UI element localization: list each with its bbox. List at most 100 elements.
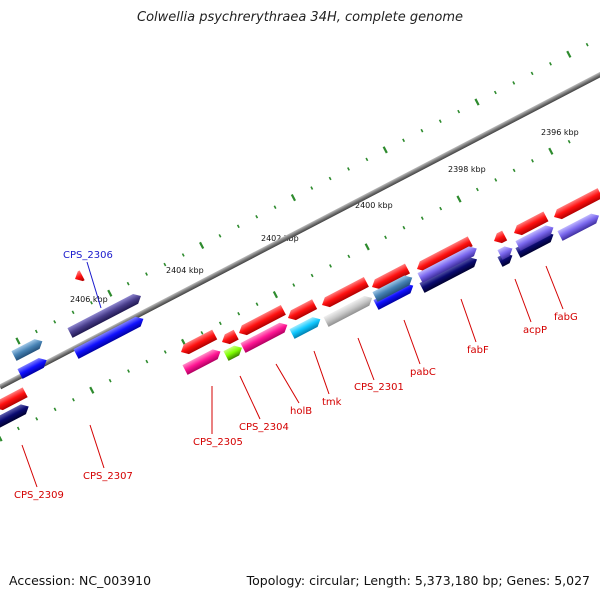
inner-scale-tick — [163, 350, 167, 354]
gene-cps-2306-c — [67, 293, 141, 338]
gene-fabg-a — [554, 188, 600, 220]
gene-cps-2309-a — [0, 387, 28, 411]
outer-scale-tick — [585, 42, 589, 47]
outer-scale-tick — [126, 281, 130, 286]
leader-fabf — [460, 298, 477, 343]
inner-scale-tick — [567, 139, 571, 144]
outer-scale-tick — [549, 62, 552, 66]
outer-scale-tick — [457, 109, 461, 114]
outer-scale-tick — [530, 71, 534, 76]
outer-scale-tick — [365, 157, 369, 162]
outer-scale-tick — [15, 337, 21, 345]
inner-scale-tick — [439, 206, 443, 211]
scale-ticks — [0, 42, 589, 442]
leader-acpp — [514, 278, 532, 323]
outer-scale-tick — [328, 176, 332, 181]
inner-scale-tick — [531, 159, 534, 163]
gene-pabc-c — [372, 275, 413, 302]
gene-cps-2307-a — [75, 270, 85, 282]
inner-scale-tick — [512, 168, 516, 173]
map-title: Colwellia psychrerythraea 34H, complete … — [137, 10, 463, 25]
outer-scale-tick — [273, 205, 277, 209]
inner-scale-tick — [255, 302, 259, 306]
gene-label-fabg: fabG — [554, 312, 578, 323]
gene-acpp-c — [497, 246, 513, 260]
gene-label-pabc: pabC — [410, 367, 436, 378]
inner-scale-tick — [364, 243, 370, 251]
gene-label-cps-2301: CPS_2301 — [354, 382, 404, 393]
outer-scale-tick — [34, 329, 38, 334]
gene-cps-2301-b — [323, 295, 373, 327]
leader-pabc — [403, 319, 421, 365]
outer-scale-tick — [512, 81, 516, 85]
gene-acpp-a — [514, 211, 549, 236]
outer-scale-tick — [145, 272, 148, 276]
outer-scale-tick — [181, 253, 185, 257]
gene-holb-a — [288, 299, 318, 321]
scale-label: 2402 kbp — [261, 234, 299, 243]
gene-label-acpp: acpP — [523, 325, 547, 336]
gene-label-cps-2305: CPS_2305 — [193, 437, 243, 448]
gene-fabg-d — [515, 225, 554, 251]
leader-cps-2304 — [239, 375, 261, 420]
gene-fabf-a — [494, 230, 508, 244]
gene-cps-2304-b — [239, 305, 286, 336]
gene-label-cps-2304: CPS_2304 — [239, 422, 289, 433]
gene-cps-2305-a — [181, 329, 218, 355]
outer-scale-tick — [218, 234, 222, 238]
gene-label-tmk: tmk — [322, 397, 342, 408]
outer-scale-tick — [566, 50, 572, 58]
gene-fabf-c — [417, 246, 477, 283]
outer-scale-tick — [347, 167, 350, 171]
gene-features — [0, 188, 600, 429]
scale-label: 2398 kbp — [448, 165, 486, 174]
gene-label-holb: holB — [290, 406, 312, 417]
inner-scale-tick — [347, 254, 351, 259]
outer-scale-tick — [71, 310, 75, 315]
gene-fabg-c — [557, 213, 600, 241]
inner-scale-tick — [53, 407, 57, 412]
inner-scale-tick — [108, 378, 112, 383]
gene-label-cps-2306: CPS_2306 — [63, 250, 113, 261]
gene-cps-2309-b — [0, 404, 29, 429]
label-leader-lines — [21, 261, 564, 488]
scale-labels: 2396 kbp 2398 kbp 2400 kbp 2402 kbp 2404 kbp… — [70, 128, 579, 304]
outer-scale-tick — [163, 262, 167, 267]
outer-scale-tick — [438, 119, 442, 123]
outer-scale-tick — [53, 320, 57, 324]
inner-scale-tick — [494, 178, 498, 182]
inner-scale-tick — [200, 331, 204, 335]
inner-scale-tick — [0, 435, 3, 442]
inner-scale-tick — [329, 264, 332, 268]
inner-scale-tick — [384, 235, 388, 240]
gene-cps-2304-c — [223, 345, 242, 361]
leader-cps-2301 — [357, 337, 375, 381]
outer-scale-tick — [107, 289, 113, 297]
outer-scale-tick — [382, 146, 388, 154]
gene-pabc-a — [417, 236, 473, 272]
outer-scale-tick — [474, 98, 480, 106]
leader-cps-2307 — [89, 424, 105, 469]
outer-scale-tick — [402, 138, 406, 143]
outer-scale-tick — [89, 300, 93, 305]
inner-scale-tick — [456, 195, 462, 203]
gene-tmk-a — [322, 277, 369, 308]
inner-scale-tick — [145, 359, 149, 364]
leader-fabg — [545, 265, 564, 310]
genome-summary-text: Topology: circular; Length: 5,373,180 bp… — [246, 573, 590, 588]
outer-scale-tick — [493, 90, 497, 95]
inner-scale-tick — [272, 291, 279, 299]
gene-label-fabf: fabF — [467, 345, 489, 356]
scale-label: 2400 kbp — [355, 201, 393, 210]
inner-scale-tick — [71, 397, 75, 402]
inner-scale-tick — [402, 225, 406, 230]
gene-fabf-b — [419, 257, 477, 293]
outer-scale-tick — [255, 214, 259, 219]
outer-scale-tick — [310, 186, 314, 190]
scale-label: 2406 kbp — [70, 295, 108, 304]
leader-cps-2309 — [21, 444, 38, 488]
gene-cps-2306-d — [73, 316, 144, 359]
inner-scale-tick — [548, 147, 554, 155]
inner-scale-tick — [292, 283, 296, 287]
